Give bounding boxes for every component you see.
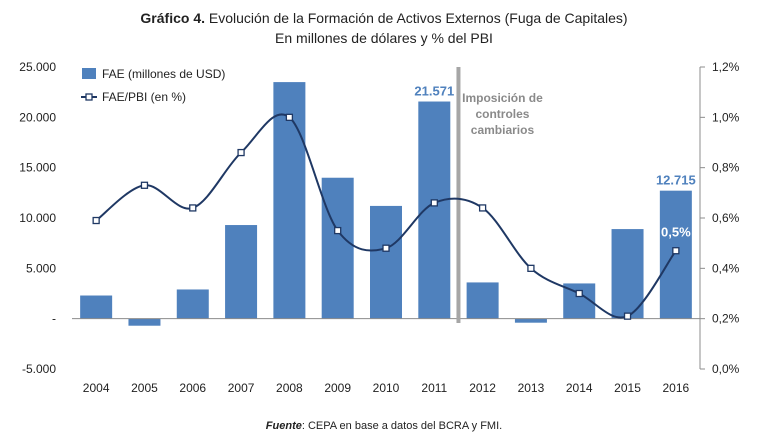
legend-line-label: FAE/PBI (en %) bbox=[102, 90, 186, 104]
line-marker-2005 bbox=[140, 181, 149, 189]
right-axis: 0,0% 0,2% 0,4% 0,6% 0,8% 1,0% 1,2% bbox=[700, 60, 740, 376]
bar-2007 bbox=[225, 225, 258, 319]
left-tick-label: -5.000 bbox=[22, 362, 56, 376]
bar-2013 bbox=[514, 318, 547, 323]
line-series bbox=[92, 113, 680, 320]
controls-annotation: Imposición de controles cambiarios bbox=[462, 91, 543, 137]
line-marker-2006 bbox=[189, 204, 197, 212]
chart-title: Gráfico 4. Evolución de la Formación de … bbox=[0, 8, 768, 28]
x-tick-label: 2016 bbox=[662, 381, 689, 395]
bar-2008 bbox=[273, 82, 306, 319]
x-tick-label: 2008 bbox=[276, 381, 303, 395]
left-tick-label: - bbox=[52, 312, 56, 326]
line-marker-2007 bbox=[237, 148, 245, 157]
line-marker-2014 bbox=[575, 289, 583, 298]
x-tick-label: 2007 bbox=[228, 381, 255, 395]
bar-2009 bbox=[321, 177, 354, 319]
legend-bar-label: FAE (millones de USD) bbox=[102, 67, 225, 81]
bar-2005 bbox=[128, 318, 161, 326]
bar-2012 bbox=[466, 282, 499, 319]
legend-bar-swatch bbox=[82, 68, 96, 79]
right-tick-label: 0,8% bbox=[712, 161, 740, 175]
chart-title-rest: Evolución de la Formación de Activos Ext… bbox=[205, 10, 628, 26]
line-marker-2016 bbox=[672, 247, 680, 255]
line-marker-2013 bbox=[527, 264, 535, 272]
controls-annotation-line: Imposición de bbox=[462, 91, 543, 105]
data-labels: 21.571 12.715 0,5% bbox=[414, 84, 695, 240]
right-tick-label: 0,6% bbox=[712, 211, 740, 225]
bar-2010 bbox=[370, 205, 402, 319]
x-tick-label: 2011 bbox=[421, 381, 447, 395]
source-note: Fuente: CEPA en base a datos del BCRA y … bbox=[0, 420, 768, 432]
legend: FAE (millones de USD) FAE/PBI (en %) bbox=[81, 67, 225, 104]
line-marker-2015 bbox=[623, 312, 632, 320]
source-label: Fuente bbox=[265, 420, 302, 432]
chart-title-lead: Gráfico 4. bbox=[140, 10, 206, 26]
x-tick-label: 2009 bbox=[324, 381, 351, 395]
x-tick-label: 2006 bbox=[179, 381, 206, 395]
line-marker-2012 bbox=[478, 204, 487, 212]
left-tick-label: 25.000 bbox=[19, 60, 56, 74]
line-marker-2009 bbox=[334, 226, 342, 235]
left-tick-label: 10.000 bbox=[19, 211, 56, 225]
x-tick-label: 2013 bbox=[518, 381, 545, 395]
x-tick-label: 2004 bbox=[83, 381, 110, 395]
right-tick-label: 1,0% bbox=[712, 110, 740, 124]
chart-subtitle: En millones de dólares y % del PBI bbox=[275, 30, 493, 46]
source-text: : CEPA en base a datos del BCRA y FMI. bbox=[301, 420, 503, 432]
left-tick-label: 15.000 bbox=[19, 161, 56, 175]
right-tick-label: 0,4% bbox=[712, 261, 740, 275]
x-tick-label: 2005 bbox=[131, 381, 158, 395]
x-tick-label: 2012 bbox=[469, 381, 496, 395]
controls-annotation-line: controles bbox=[475, 107, 529, 121]
controls-annotation-line: cambiarios bbox=[471, 123, 535, 137]
x-tick-label: 2014 bbox=[566, 381, 593, 395]
bar-2016 bbox=[659, 190, 692, 319]
right-tick-label: 0,0% bbox=[712, 362, 740, 376]
data-label-2016: 0,5% bbox=[661, 225, 691, 240]
bar-2006 bbox=[176, 289, 209, 319]
right-tick-label: 1,2% bbox=[712, 60, 740, 74]
line-marker-2010 bbox=[382, 244, 390, 252]
x-tick-label: 2015 bbox=[614, 381, 641, 395]
x-tick-label: 2010 bbox=[373, 381, 400, 395]
line-marker-2011 bbox=[430, 199, 438, 207]
data-label-2011: 21.571 bbox=[414, 84, 454, 99]
line-marker-2004 bbox=[92, 216, 100, 225]
line-marker-2008 bbox=[285, 113, 294, 121]
legend-line-marker bbox=[85, 93, 93, 101]
left-tick-label: 5.000 bbox=[26, 261, 56, 275]
bar-2004 bbox=[80, 295, 113, 319]
bar-series bbox=[80, 82, 692, 326]
data-label-2016: 12.715 bbox=[656, 173, 696, 188]
bar-2015 bbox=[611, 229, 644, 319]
right-tick-label: 0,2% bbox=[712, 312, 740, 326]
x-axis: 2004 2005 2006 2007 2008 2009 2010 2011 2012 2013… bbox=[83, 381, 690, 395]
left-tick-label: 20.000 bbox=[19, 110, 56, 124]
